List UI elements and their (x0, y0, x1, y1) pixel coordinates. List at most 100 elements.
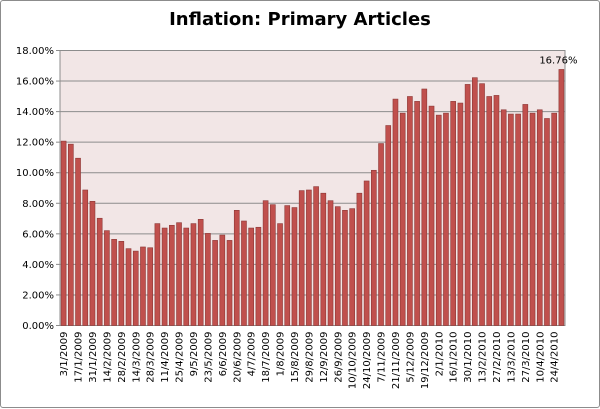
x-tick-label: 2/1/2010 (434, 332, 445, 377)
bar (450, 101, 456, 326)
x-tick-label: 18/7/2009 (261, 332, 272, 383)
bar (356, 192, 363, 326)
bar (479, 83, 485, 326)
bar (500, 109, 507, 326)
y-tick-label: 18.00% (16, 46, 54, 57)
x-tick-label: 27/2/2010 (492, 332, 503, 383)
bar (183, 227, 190, 326)
y-tick-label: 10.00% (16, 168, 54, 179)
bar (385, 125, 392, 326)
bar (515, 113, 521, 326)
bar (161, 227, 168, 326)
bar (262, 200, 269, 326)
bar (363, 180, 370, 326)
x-tick-label: 13/2/2010 (478, 332, 489, 383)
x-tick-label: 9/5/2009 (189, 332, 200, 377)
bar (536, 109, 543, 326)
x-tick-label: 14/2/2009 (102, 332, 113, 383)
x-tick-label: 4/7/2009 (247, 332, 258, 377)
bar (132, 250, 139, 326)
y-tick-label: 6.00% (22, 229, 54, 240)
bar (464, 84, 471, 326)
bar (205, 233, 211, 326)
bar (493, 95, 500, 326)
x-tick-label: 31/1/2009 (88, 332, 99, 383)
x-tick-label: 14/3/2009 (131, 332, 142, 383)
x-tick-label: 6/6/2009 (218, 332, 229, 377)
x-tick-label: 1/8/2009 (276, 332, 287, 377)
bar (378, 143, 384, 326)
bar (320, 192, 327, 326)
bar (298, 190, 305, 326)
bar (486, 96, 493, 326)
bar (111, 239, 117, 326)
bar (284, 205, 291, 326)
bar (190, 223, 197, 326)
bar (399, 112, 406, 326)
bar (435, 114, 442, 326)
bar (371, 169, 377, 326)
bar (407, 96, 413, 326)
x-tick-label: 7/11/2009 (377, 332, 388, 383)
bar (457, 102, 464, 326)
x-tick-label: 29/8/2009 (304, 332, 315, 383)
bar (270, 204, 276, 326)
data-label: 16.76% (539, 55, 577, 66)
x-tick-label: 3/1/2009 (59, 332, 70, 377)
x-tick-label: 5/12/2009 (405, 332, 416, 383)
bar (89, 200, 96, 326)
x-tick-label: 19/12/2009 (420, 332, 431, 390)
x-tick-label: 28/3/2009 (146, 332, 157, 383)
x-tick-label: 24/10/2009 (362, 332, 373, 390)
bar (421, 88, 428, 326)
y-tick-label: 12.00% (16, 138, 54, 149)
x-tick-label: 23/5/2009 (203, 332, 214, 383)
x-tick-label: 15/8/2009 (290, 332, 301, 383)
bar (226, 240, 233, 326)
x-tick-label: 20/6/2009 (232, 332, 243, 383)
bar (327, 200, 334, 326)
bar (544, 118, 550, 326)
x-tick-label: 27/3/2010 (521, 332, 532, 383)
bar (118, 241, 125, 326)
x-tick-label: 24/4/2010 (550, 332, 561, 383)
bar (529, 112, 536, 326)
bar (241, 220, 247, 326)
x-tick-label: 16/1/2010 (449, 332, 460, 383)
y-tick-label: 4.00% (22, 260, 54, 271)
y-tick-label: 16.00% (16, 77, 54, 88)
x-tick-label: 12/9/2009 (319, 332, 330, 383)
bar (392, 98, 399, 326)
bar (313, 186, 319, 326)
y-tick-label: 14.00% (16, 107, 54, 118)
bar (154, 223, 161, 326)
bar (255, 226, 262, 326)
x-tick-label: 30/1/2010 (463, 332, 474, 383)
bar (75, 157, 81, 326)
x-tick-label: 10/4/2010 (535, 332, 546, 383)
bar (551, 112, 557, 326)
bar (60, 140, 67, 326)
x-tick-label: 13/3/2010 (506, 332, 517, 383)
bar (334, 206, 341, 326)
x-tick-label: 28/2/2009 (117, 332, 128, 383)
bar (212, 240, 218, 326)
x-tick-label: 25/4/2009 (175, 332, 186, 383)
bar (176, 222, 182, 326)
bar (291, 207, 298, 326)
y-tick-label: 2.00% (22, 290, 54, 301)
bar (443, 112, 449, 326)
bar (219, 234, 226, 326)
bar (277, 223, 283, 326)
bar (169, 224, 175, 326)
bar (197, 219, 204, 326)
bar (508, 113, 514, 326)
bar (558, 69, 565, 326)
bar (125, 248, 132, 326)
y-tick-label: 8.00% (22, 199, 54, 210)
bar (68, 143, 74, 326)
x-tick-label: 11/4/2009 (160, 332, 171, 383)
bar (248, 227, 254, 326)
bar (140, 246, 146, 326)
